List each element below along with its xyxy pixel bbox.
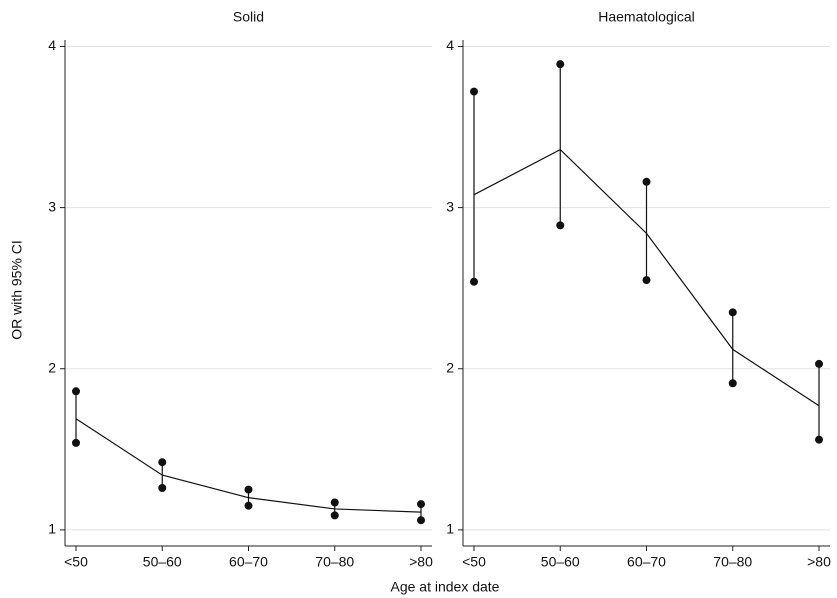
ci-lower-point (728, 379, 737, 388)
x-tick-label: <50 (462, 554, 486, 570)
ci-lower-point (330, 511, 339, 520)
x-axis-label: Age at index date (391, 579, 500, 595)
x-tick-label: 50–60 (143, 554, 182, 570)
panel-title: Solid (233, 9, 264, 25)
ci-upper-point (815, 359, 823, 368)
ci-lower-point (158, 483, 167, 492)
panel-title: Haematological (598, 9, 695, 25)
y-tick-label: 1 (446, 521, 454, 537)
y-tick-label: 3 (48, 198, 56, 214)
x-tick-label: >80 (409, 554, 433, 570)
y-tick-label: 4 (48, 37, 56, 53)
x-tick-label: 70–80 (315, 554, 354, 570)
y-tick-label: 1 (48, 521, 56, 537)
y-tick-label: 3 (446, 198, 454, 214)
ci-lower-point (556, 221, 565, 230)
y-tick-label: 4 (446, 37, 454, 53)
ci-lower-point (470, 277, 478, 286)
y-axis-label: OR with 95% CI (9, 240, 25, 340)
ci-upper-point (642, 177, 651, 186)
ci-upper-point (417, 500, 425, 509)
ci-upper-point (728, 308, 737, 317)
ci-lower-point (244, 501, 253, 510)
ci-lower-point (72, 438, 80, 447)
ci-upper-point (244, 485, 253, 494)
x-tick-label: 60–70 (627, 554, 666, 570)
y-tick-label: 2 (446, 359, 454, 375)
ci-lower-point (815, 435, 823, 444)
ci-upper-point (556, 60, 565, 69)
x-tick-label: 70–80 (713, 554, 752, 570)
x-tick-label: <50 (64, 554, 88, 570)
x-tick-label: >80 (807, 554, 831, 570)
ci-upper-point (72, 387, 80, 396)
ci-lower-point (417, 516, 425, 525)
ci-upper-point (470, 87, 478, 96)
x-tick-label: 60–70 (229, 554, 268, 570)
y-tick-label: 2 (48, 359, 56, 375)
x-tick-label: 50–60 (541, 554, 580, 570)
ci-upper-point (158, 458, 167, 467)
ci-upper-point (330, 498, 339, 507)
ci-lower-point (642, 276, 651, 285)
